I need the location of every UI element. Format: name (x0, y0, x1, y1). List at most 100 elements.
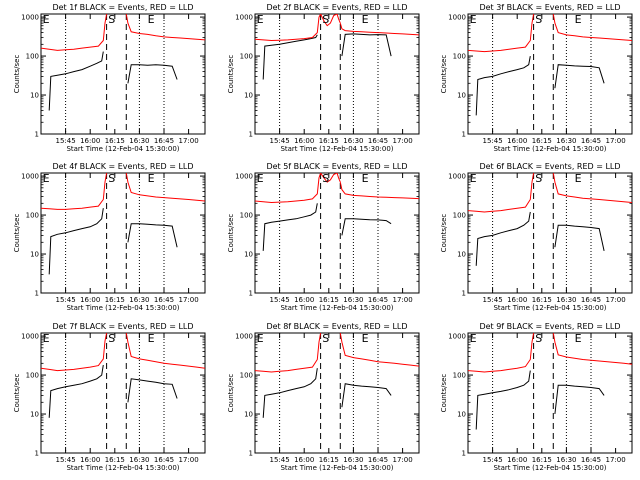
plot-frame (40, 172, 206, 294)
series-group (468, 333, 632, 430)
y-tick-label: 100 (240, 372, 253, 380)
y-tick-label: 10 (244, 92, 253, 100)
y-tick-label: 100 (240, 53, 253, 61)
marker-label-e: E (470, 332, 477, 345)
marker-label-e: E (148, 332, 155, 345)
chart-title: Det 6f BLACK = Events, RED = LLD (479, 162, 620, 171)
marker-label-s: S (322, 13, 329, 26)
y-tick-label: 10 (457, 411, 466, 419)
series-events-line (48, 208, 104, 275)
y-tick-label: 100 (453, 53, 466, 61)
series-lld-line (125, 173, 205, 202)
series-group (41, 333, 205, 418)
plot-frame (40, 332, 206, 454)
series-lld-line (552, 333, 632, 365)
marker-label-s: S (535, 332, 542, 345)
x-tick-label: 17:00 (393, 456, 413, 464)
y-axis-label: Counts/sec (227, 374, 235, 413)
x-tick-label: 16:00 (80, 456, 100, 464)
x-tick-label: 16:15 (319, 137, 339, 145)
chart-panel-6: Det 6f BLACK = Events, RED = LLD 1 10 100 10… (440, 162, 633, 312)
chart-panel-3: Det 3f BLACK = Events, RED = LLD 1 10 100 10… (440, 3, 633, 153)
x-tick-label: 16:45 (368, 137, 388, 145)
series-lld-line (339, 181, 419, 200)
x-tick-label: 16:45 (581, 456, 601, 464)
x-tick-label: 16:15 (319, 296, 339, 304)
x-axis-label: Start Time (12-Feb-04 15:30:00) (280, 304, 393, 312)
x-tick-label: 16:30 (556, 137, 576, 145)
y-axis-label: Counts/sec (440, 374, 448, 413)
series-lld-line (41, 333, 108, 372)
x-tick-label: 16:15 (532, 456, 552, 464)
x-tick-label: 16:00 (507, 456, 527, 464)
y-tick-label: 1 (462, 450, 466, 458)
y-tick-label: 1000 (21, 14, 39, 22)
plot-frame (467, 172, 633, 294)
marker-label-e: E (470, 13, 477, 26)
marker-label-e: E (43, 13, 50, 26)
y-tick-label: 100 (26, 372, 39, 380)
chart-title: Det 7f BLACK = Events, RED = LLD (52, 322, 193, 331)
marker-label-e: E (470, 172, 477, 185)
x-tick-label: 17:00 (606, 296, 626, 304)
y-axis-label: Counts/sec (13, 214, 21, 253)
marker-label-s: S (108, 172, 115, 185)
series-lld-line (468, 14, 535, 53)
y-tick-label: 1 (249, 131, 253, 139)
marker-label-e: E (362, 13, 369, 26)
series-lld-line (339, 333, 419, 367)
y-tick-label: 10 (244, 411, 253, 419)
chart-panel-1: Det 1f BLACK = Events, RED = LLD 1 10 100 10… (13, 3, 206, 153)
y-tick-label: 10 (30, 92, 39, 100)
series-events-line (475, 56, 531, 116)
plot-frame (467, 332, 633, 454)
x-tick-label: 16:30 (129, 456, 149, 464)
x-tick-label: 17:00 (393, 296, 413, 304)
series-events-line (262, 34, 318, 80)
chart-title: Det 3f BLACK = Events, RED = LLD (479, 3, 620, 12)
x-tick-label: 15:45 (270, 296, 290, 304)
x-tick-label: 15:45 (483, 296, 503, 304)
x-tick-label: 16:30 (343, 137, 363, 145)
x-tick-label: 16:30 (129, 296, 149, 304)
series-events-line (475, 211, 531, 266)
y-tick-label: 100 (453, 212, 466, 220)
marker-label-e: E (257, 13, 264, 26)
series-group (468, 14, 632, 116)
x-tick-label: 16:00 (80, 296, 100, 304)
x-tick-label: 16:15 (532, 137, 552, 145)
marker-label-s: S (322, 172, 329, 185)
x-tick-label: 15:45 (56, 137, 76, 145)
marker-label-e: E (362, 172, 369, 185)
y-tick-label: 1 (462, 290, 466, 298)
x-tick-label: 16:45 (581, 296, 601, 304)
series-events-line (127, 223, 178, 248)
series-lld-line (125, 333, 205, 369)
y-tick-label: 1000 (21, 333, 39, 341)
x-tick-label: 16:45 (154, 137, 174, 145)
series-events-line (554, 224, 605, 252)
y-tick-label: 10 (457, 92, 466, 100)
chart-panel-2: Det 2f BLACK = Events, RED = LLD 1 10 100 10… (227, 3, 420, 153)
x-tick-label: 15:45 (56, 456, 76, 464)
x-axis-label: Start Time (12-Feb-04 15:30:00) (493, 304, 606, 312)
marker-label-e: E (575, 332, 582, 345)
marker-label-e: E (575, 13, 582, 26)
x-tick-label: 15:45 (483, 137, 503, 145)
x-tick-label: 16:00 (507, 137, 527, 145)
x-tick-label: 16:45 (154, 296, 174, 304)
series-events-line (341, 383, 392, 408)
y-tick-label: 1 (249, 450, 253, 458)
marker-label-e: E (257, 172, 264, 185)
series-events-line (48, 365, 104, 418)
chart-panel-4: Det 4f BLACK = Events, RED = LLD 1 10 100 10… (13, 162, 206, 312)
y-tick-label: 10 (244, 251, 253, 259)
series-lld-line (41, 173, 108, 210)
series-lld-line (339, 22, 419, 36)
x-axis-label: Start Time (12-Feb-04 15:30:00) (280, 464, 393, 472)
series-events-line (262, 203, 318, 251)
series-group (41, 14, 205, 111)
series-lld-line (552, 14, 632, 41)
